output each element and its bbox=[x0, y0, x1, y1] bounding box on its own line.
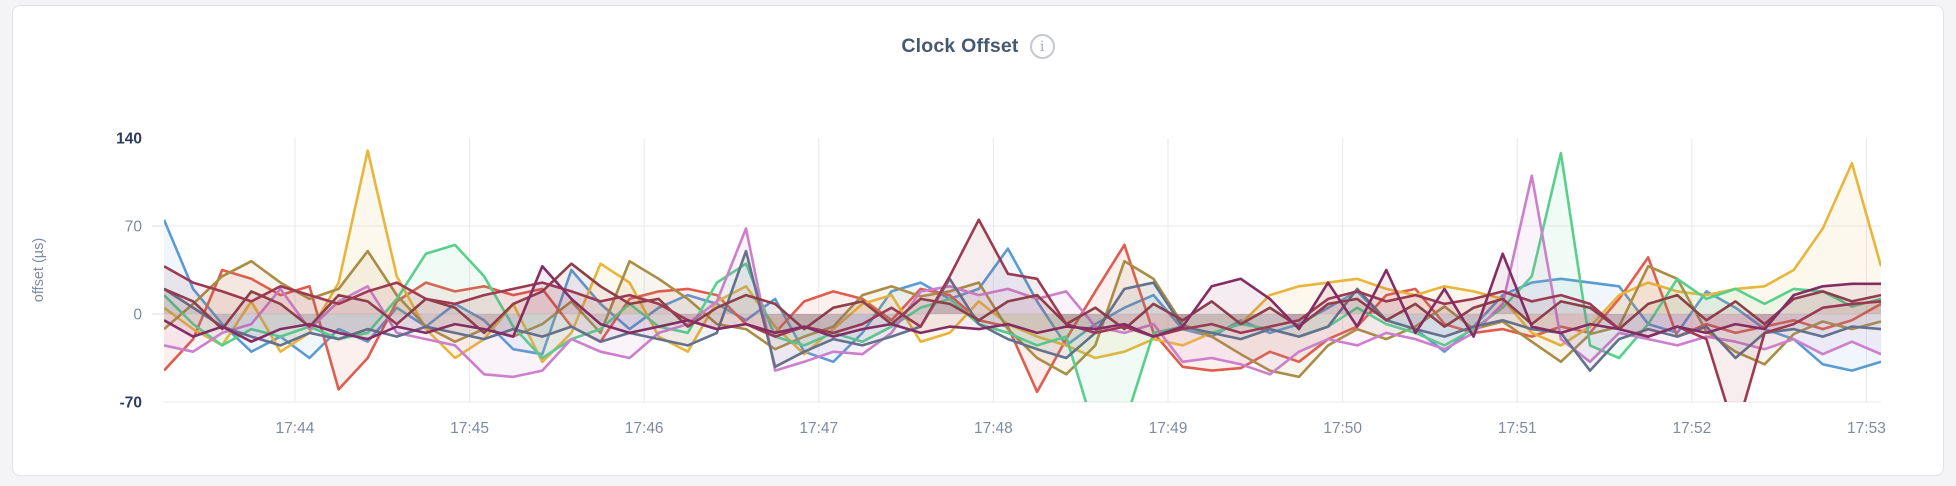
series-area-s5-green bbox=[164, 153, 1881, 402]
info-icon[interactable]: i bbox=[1029, 34, 1055, 59]
x-tick-label-17:50: 17:50 bbox=[1323, 420, 1362, 437]
series-line-s9-wine bbox=[164, 218, 1881, 402]
x-tick-label-17:45: 17:45 bbox=[450, 420, 489, 437]
chart-panel: Clock Offset i 140 70 0 -70 17:44 17:45 17:46 1… bbox=[12, 5, 1944, 476]
y-tick-label-70: 70 bbox=[125, 219, 143, 236]
gridlines bbox=[164, 138, 1881, 403]
y-tick-label--70: -70 bbox=[120, 395, 142, 412]
y-axis-title: offset (µs) bbox=[31, 238, 47, 303]
series-line-s2-red bbox=[164, 243, 1881, 394]
y-tick-label-140: 140 bbox=[116, 131, 142, 148]
x-tick-label-17:48: 17:48 bbox=[974, 420, 1013, 437]
series-area-s6-orchid bbox=[164, 175, 1881, 377]
series-line-s5-green bbox=[164, 151, 1881, 402]
x-tick-label-17:52: 17:52 bbox=[1672, 420, 1711, 437]
x-tick-label-17:53: 17:53 bbox=[1847, 420, 1886, 437]
series-area-s3-gold bbox=[164, 150, 1881, 362]
chart-header: Clock Offset i bbox=[13, 34, 1943, 59]
x-tick-label-17:46: 17:46 bbox=[625, 420, 664, 437]
x-tick-label-17:44: 17:44 bbox=[276, 420, 315, 437]
series-group bbox=[164, 149, 1881, 402]
x-tick-label-17:49: 17:49 bbox=[1149, 420, 1188, 437]
series-area-s10-plum bbox=[164, 253, 1881, 342]
series-area-s4-khaki bbox=[164, 251, 1881, 377]
y-axis-labels: 140 70 0 -70 bbox=[116, 131, 142, 412]
chart-title: Clock Offset bbox=[901, 35, 1019, 57]
x-axis-labels: 17:44 17:45 17:46 17:47 17:48 17:49 17:50 17:51… bbox=[276, 420, 1886, 437]
series-line-s3-gold bbox=[164, 149, 1881, 364]
series-line-s8-maroon bbox=[164, 262, 1881, 335]
series-line-s10-plum bbox=[164, 252, 1881, 343]
series-line-s6-orchid bbox=[164, 174, 1881, 379]
x-tick-label-17:47: 17:47 bbox=[799, 420, 838, 437]
x-tick-label-17:51: 17:51 bbox=[1498, 420, 1537, 437]
y-tick-label-0: 0 bbox=[133, 307, 142, 324]
series-line-s7-slate bbox=[164, 249, 1881, 372]
series-area-s9-wine bbox=[164, 219, 1881, 402]
series-area-s2-red bbox=[164, 244, 1881, 392]
